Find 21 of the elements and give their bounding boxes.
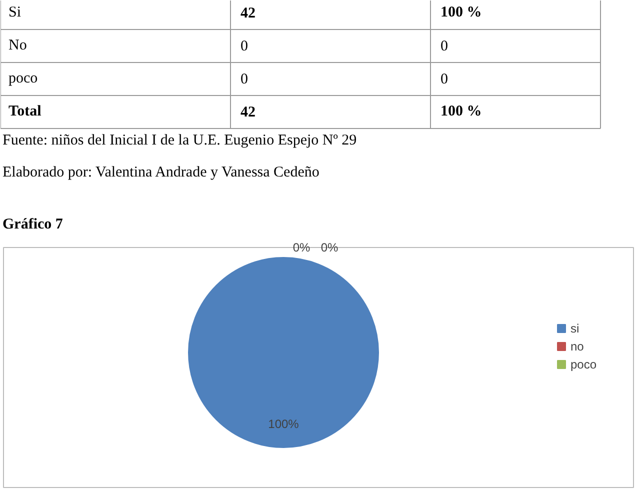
text: Elaborado por: Valentina Andrade y Vanessa Cedeño: [2, 164, 320, 180]
text: Total: [8, 104, 42, 120]
text: Gráfico 7: [2, 216, 64, 232]
legend-label: no: [570, 340, 584, 354]
text: 42: [240, 104, 256, 120]
legend-label: poco: [570, 358, 597, 372]
text: 0: [240, 72, 248, 88]
text: 0%: [320, 240, 338, 254]
text: poco: [8, 70, 38, 86]
data-label: 100%: [268, 416, 300, 431]
text: 0: [240, 38, 248, 54]
text: 42: [240, 6, 256, 22]
text: 0: [440, 38, 448, 54]
text: 100 %: [440, 4, 482, 20]
text: 0%: [292, 240, 310, 254]
text: Si: [8, 4, 22, 20]
source-note: Fuente: niños del Inicial I de la U.E. Eugenio Espejo Nº 29: [2, 132, 357, 148]
text: 100 %: [440, 104, 482, 120]
legend-label: si: [570, 322, 580, 336]
text: No: [8, 38, 27, 54]
text: 0: [440, 72, 448, 88]
